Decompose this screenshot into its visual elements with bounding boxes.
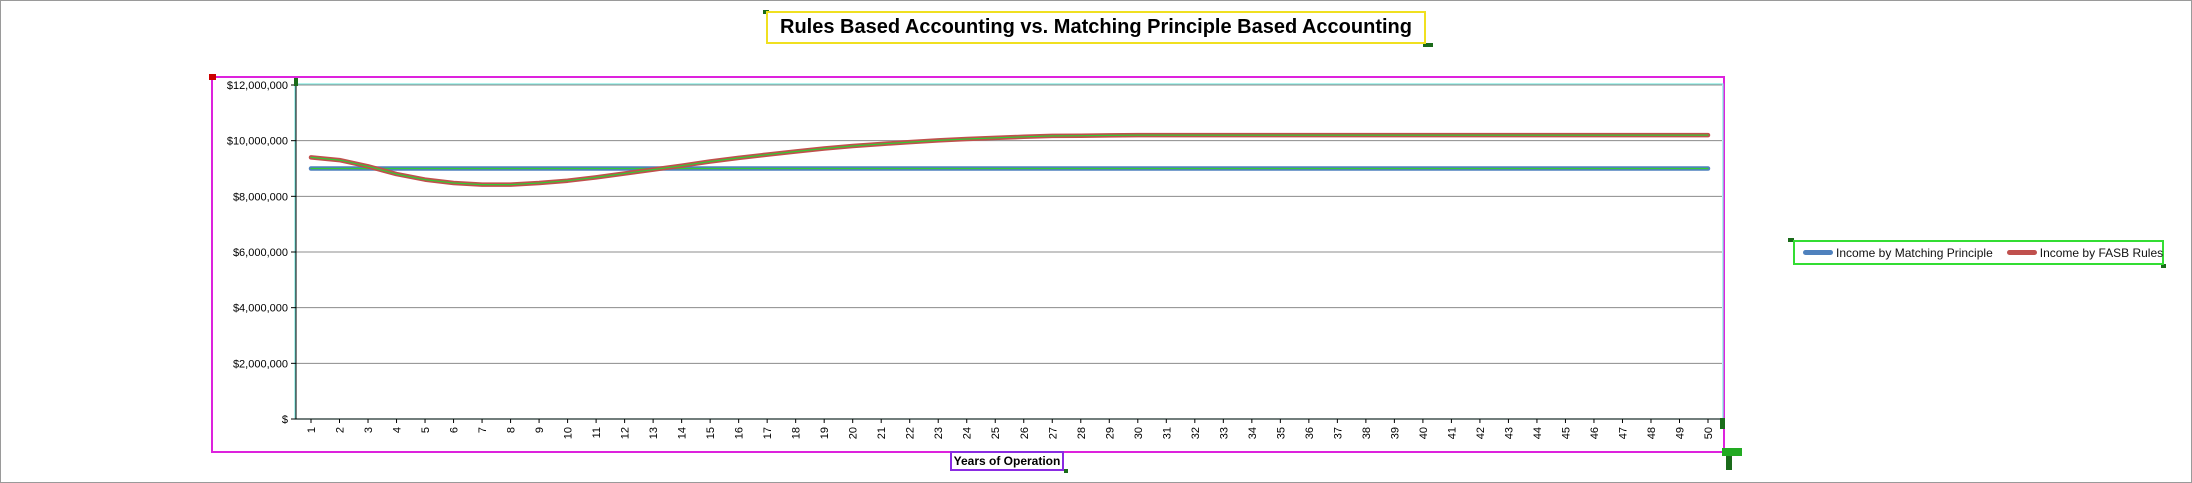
- x-tick-label: 46: [1589, 427, 1601, 439]
- x-axis-label: Years of Operation: [950, 451, 1064, 471]
- y-tick-label: $: [282, 414, 288, 426]
- x-tick-label: 33: [1218, 427, 1230, 439]
- series-lines: [308, 132, 1711, 187]
- x-tick-label: 34: [1247, 427, 1259, 439]
- x-tick-label: 13: [648, 427, 660, 439]
- x-tick-label: 47: [1617, 427, 1629, 439]
- x-tick-label: 1: [306, 427, 318, 433]
- x-tick-label: 25: [990, 427, 1002, 439]
- y-tick-label: $8,000,000: [233, 191, 288, 203]
- x-tick-label: 3: [363, 427, 375, 433]
- x-tick-label: 30: [1133, 427, 1145, 439]
- x-tick-label: 2: [335, 427, 347, 433]
- legend-swatch-fasb: [2006, 250, 2037, 255]
- x-tick-label: 31: [1161, 427, 1173, 439]
- x-tick-label: 20: [848, 427, 860, 439]
- x-tick-label: 24: [962, 427, 974, 439]
- x-tick-label: 12: [620, 427, 632, 439]
- x-tick-label: 15: [705, 427, 717, 439]
- legend-label-matching: Income by Matching Principle: [1836, 245, 1993, 260]
- gridlines: [296, 84, 1722, 420]
- x-axis: 1 2 3 4 5 6 7 8 9 10 11 12 13 14 15 16 17 18 19 20 21 22 23 24 2…: [296, 418, 1722, 439]
- legend: Income by Matching Principle Income by F…: [1793, 240, 2164, 265]
- x-tick-label: 40: [1418, 427, 1430, 439]
- legend-label-fasb: Income by FASB Rules: [2039, 245, 2164, 260]
- y-tick-label: $4,000,000: [233, 303, 288, 315]
- legend-swatch-matching: [1803, 250, 1833, 255]
- x-tick-label: 45: [1560, 427, 1572, 439]
- x-tick-label: 35: [1275, 427, 1287, 439]
- x-tick-label: 38: [1361, 427, 1373, 439]
- x-tick-label: 22: [905, 427, 917, 439]
- x-tick-label: 5: [420, 427, 432, 433]
- x-tick-label: 32: [1190, 427, 1202, 439]
- y-tick-label: $10,000,000: [227, 136, 288, 148]
- x-tick-label: 28: [1076, 427, 1088, 439]
- x-tick-label: 18: [791, 427, 803, 439]
- x-tick-label: 49: [1674, 427, 1686, 439]
- x-tick-label: 37: [1332, 427, 1344, 439]
- legend-item-matching: Income by Matching Principle: [1803, 246, 1993, 260]
- series-highlight-1: [310, 134, 1709, 186]
- x-tick-label: 36: [1304, 427, 1316, 439]
- x-tick-label: 44: [1532, 427, 1544, 439]
- x-tick-label: 42: [1475, 427, 1487, 439]
- y-axis: $ $2,000,000 $4,000,000 $6,000,000 $8,000,00…: [227, 80, 297, 426]
- x-tick-label: 39: [1389, 427, 1401, 439]
- x-tick-label: 26: [1019, 427, 1031, 439]
- x-tick-label: 50: [1703, 427, 1715, 439]
- y-tick-label: $6,000,000: [233, 247, 288, 259]
- x-tick-label: 6: [449, 427, 461, 433]
- x-tick-label: 43: [1503, 427, 1515, 439]
- x-tick-label: 29: [1104, 427, 1116, 439]
- legend-item-fasb: Income by FASB Rules: [2006, 245, 2164, 260]
- y-tick-label: $12,000,000: [227, 80, 288, 92]
- chart-title: Rules Based Accounting vs. Matching Prin…: [766, 11, 1426, 44]
- x-tick-label: 16: [734, 427, 746, 439]
- x-tick-label: 48: [1646, 427, 1658, 439]
- y-tick-label: $2,000,000: [233, 358, 288, 370]
- x-tick-label: 10: [563, 427, 575, 439]
- x-tick-label: 41: [1446, 427, 1458, 439]
- x-tick-label: 8: [506, 427, 518, 433]
- series-line-1: [308, 132, 1711, 187]
- x-tick-label: 7: [477, 427, 489, 433]
- x-tick-label: 4: [392, 427, 404, 433]
- x-tick-label: 27: [1047, 427, 1059, 439]
- x-tick-label: 17: [762, 427, 774, 439]
- x-tick-label: 11: [591, 427, 603, 438]
- x-tick-label: 21: [876, 427, 888, 439]
- x-tick-label: 14: [677, 427, 689, 439]
- x-tick-label: 19: [819, 427, 831, 439]
- x-tick-label: 23: [933, 427, 945, 439]
- x-tick-label: 9: [534, 427, 546, 433]
